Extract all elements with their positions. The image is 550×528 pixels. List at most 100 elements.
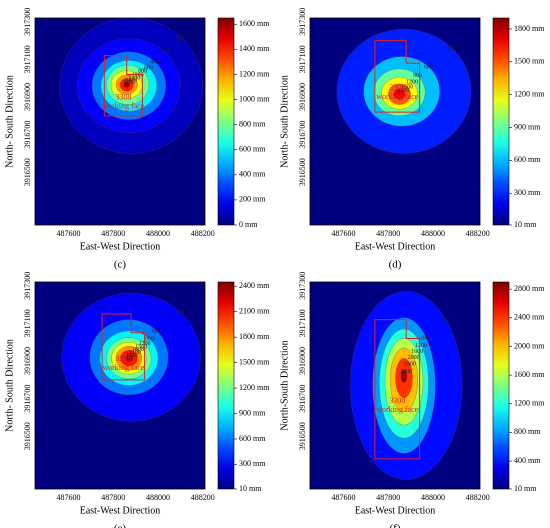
colorbar-tick-label: 1200 mm	[239, 383, 270, 392]
working-face	[103, 55, 143, 117]
contour-label: 1200	[406, 79, 418, 85]
colorbar-tick-label: 1500 mm	[514, 57, 545, 66]
panel-label: (f)	[390, 523, 401, 528]
contour-band	[123, 81, 130, 88]
colorbar-tick-label: 1200 mm	[514, 399, 545, 408]
working-face	[101, 313, 146, 381]
colorbar-tick-label: 600 mm	[514, 155, 541, 164]
x-axis-label: East-West Direction	[355, 241, 436, 252]
contour-label: 2800	[400, 369, 412, 375]
colorbar-tick-label: 900 mm	[514, 122, 541, 131]
contour-label: 1000	[132, 72, 144, 78]
colorbar-tick-label: 400 mm	[239, 170, 266, 179]
working-face-label: working face	[102, 363, 144, 372]
y-tick-label: 3916500	[23, 422, 32, 450]
contour-label: 600	[424, 64, 433, 70]
contour-band	[393, 88, 406, 100]
y-axis-label: North- South Direction	[279, 75, 290, 168]
colorbar-tick-label: 1800 mm	[514, 24, 545, 33]
contour-label: 1700	[397, 88, 409, 94]
y-tick-label: 3917300	[298, 272, 307, 300]
x-tick-label: 487600	[57, 229, 81, 238]
colorbar	[217, 17, 235, 226]
x-tick-label: 487600	[332, 493, 356, 502]
colorbar-tick-label: 300 mm	[239, 459, 266, 468]
y-tick-label: 3916900	[23, 83, 32, 111]
colorbar-tick-label: 2000 mm	[514, 341, 545, 350]
contour-label: 800	[421, 335, 430, 341]
x-tick-label: 487600	[57, 493, 81, 502]
contour-label: 1600	[411, 349, 423, 355]
y-tick-label: 3917300	[298, 8, 307, 36]
colorbar-tick-label: 800 mm	[514, 427, 541, 436]
y-axis-label: North- South Direction	[4, 339, 15, 432]
y-tick-label: 3916500	[298, 422, 307, 450]
contour-band	[400, 369, 408, 383]
y-tick-label: 3917100	[23, 309, 32, 337]
x-tick-label: 487800	[101, 229, 125, 238]
colorbar-tick-label: 600 mm	[239, 145, 266, 154]
x-tick-label: 487600	[332, 229, 356, 238]
contour-label: 2400	[125, 353, 137, 359]
x-tick-label: 488000	[421, 493, 445, 502]
x-tick-label: 488200	[191, 493, 215, 502]
x-axis-label: East-West Direction	[355, 505, 436, 516]
x-tick-label: 488000	[421, 229, 445, 238]
plot-frame	[309, 281, 481, 490]
contour-label: 1600	[123, 80, 135, 86]
colorbar	[492, 17, 510, 226]
colorbar-tick-label: 1800 mm	[239, 332, 270, 341]
working-face	[374, 40, 421, 113]
plot-frame	[309, 17, 481, 226]
y-tick-label: 3916900	[298, 83, 307, 111]
colorbar-tick-label: 800 mm	[239, 119, 266, 128]
colorbar-tick-label: 10 mm	[514, 484, 537, 493]
x-tick-label: 487800	[101, 493, 125, 502]
colorbar-tick-label: 1000 mm	[239, 94, 270, 103]
colorbar-tick-label: 2800 mm	[514, 284, 545, 293]
colorbar-tick-label: 200 mm	[239, 195, 266, 204]
contour-label: 300	[446, 45, 455, 51]
working-face-label: working face	[376, 92, 418, 101]
contour-label: 100	[177, 36, 186, 42]
contour-label: 400	[441, 317, 450, 323]
colorbar-tick-label: 300 mm	[514, 188, 541, 197]
colorbar-tick-label: 2400 mm	[239, 281, 270, 290]
contour-label: 1500	[401, 84, 413, 90]
contour-label: 2400	[404, 362, 416, 368]
y-tick-label: 3917100	[23, 45, 32, 73]
colorbar-tick-label: 2100 mm	[239, 307, 270, 316]
colorbar	[492, 281, 510, 490]
colorbar-tick-label: 10 mm	[514, 220, 537, 229]
working-face-label: working face	[376, 405, 418, 414]
contour-label: 800	[138, 68, 147, 74]
contour-label: 1200	[415, 343, 427, 349]
x-tick-label: 488000	[146, 493, 170, 502]
x-tick-label: 488200	[466, 229, 490, 238]
contour-label: 400	[150, 59, 159, 65]
contour-label: 900	[145, 336, 154, 342]
plot-frame	[34, 281, 206, 490]
colorbar-tick-label: 0 mm	[239, 220, 258, 229]
y-tick-label: 3916900	[298, 347, 307, 375]
panel-label: (c)	[114, 259, 127, 271]
x-axis-label: East-West Direction	[80, 505, 161, 516]
contour-label: 900	[413, 73, 422, 79]
y-tick-label: 3916700	[23, 121, 32, 149]
colorbar-tick-label: 1600 mm	[514, 370, 545, 379]
y-tick-label: 3917300	[23, 8, 32, 36]
colorbar-tick-label: 1200 mm	[239, 69, 270, 78]
working-face-label: 3308	[389, 396, 405, 405]
y-tick-label: 3916700	[23, 385, 32, 413]
x-axis-label: East-West Direction	[80, 241, 161, 252]
colorbar-tick-label: 1200 mm	[514, 89, 545, 98]
x-tick-label: 487800	[376, 229, 400, 238]
y-tick-label: 3916500	[298, 158, 307, 186]
colorbar-tick-label: 400 mm	[514, 456, 541, 465]
contour-label: 200	[160, 50, 169, 56]
plot-frame	[34, 17, 206, 226]
